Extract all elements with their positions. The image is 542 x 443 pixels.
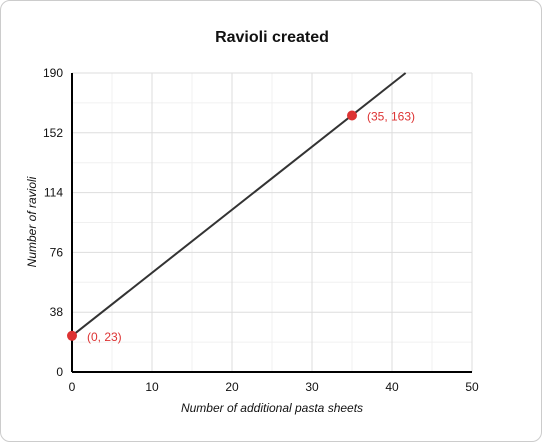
y-tick-label: 190 (43, 66, 63, 80)
data-point-label: (35, 163) (367, 109, 415, 123)
data-point-label: (0, 23) (87, 330, 122, 344)
y-tick-label: 38 (50, 305, 64, 319)
x-tick-label: 0 (69, 380, 76, 394)
data-point (347, 110, 357, 121)
points: (0, 23) (35, 163) (67, 109, 415, 344)
y-tick-label: 152 (43, 126, 63, 140)
x-tick-label: 10 (145, 380, 159, 394)
grid (72, 72, 473, 372)
x-tick-label: 40 (385, 380, 399, 394)
tick-labels: 0 10 20 30 40 50 0 38 76 114 152 190 (43, 66, 479, 394)
y-axis-label: Number of ravioli (25, 176, 39, 267)
axes (71, 73, 472, 373)
chart-title: Ravioli created (215, 29, 329, 46)
x-tick-label: 30 (305, 380, 319, 394)
x-tick-label: 20 (225, 380, 239, 394)
data-point (67, 330, 77, 341)
y-tick-label: 114 (44, 186, 63, 200)
x-tick-label: 50 (465, 380, 479, 394)
x-axis-label: Number of additional pasta sheets (181, 401, 363, 415)
y-tick-label: 0 (56, 365, 63, 379)
y-tick-label: 76 (50, 245, 64, 259)
